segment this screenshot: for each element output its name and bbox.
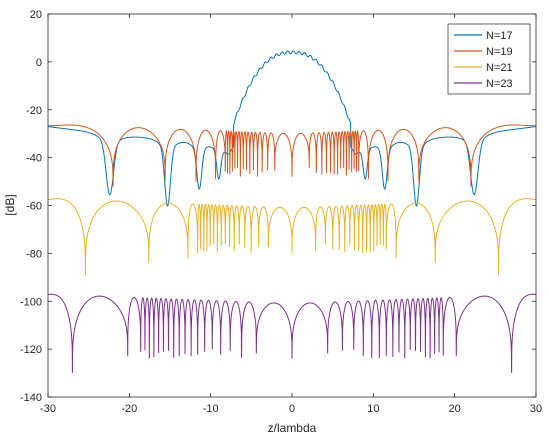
y-tick-label: -80 [26, 248, 42, 260]
legend: N=17 N=19 N=21 N=23 [448, 24, 530, 94]
x-tick-label: 30 [530, 403, 542, 415]
x-tick-label: 0 [289, 403, 295, 415]
x-tick-label: -20 [121, 403, 137, 415]
x-tick-label: -10 [203, 403, 219, 415]
y-tick-label: -60 [26, 201, 42, 213]
y-tick-label: -20 [26, 105, 42, 117]
legend-label: N=23 [486, 78, 513, 90]
x-tick-label: -30 [40, 403, 56, 415]
y-tick-label: -40 [26, 153, 42, 165]
x-axis-label: z/lambda [268, 421, 317, 435]
y-tick-label: -140 [20, 392, 42, 404]
legend-label: N=19 [486, 46, 513, 58]
x-tick-label: 10 [367, 403, 379, 415]
y-tick-label: -120 [20, 344, 42, 356]
y-axis-label: [dB] [3, 194, 17, 215]
y-tick-label: 20 [30, 9, 42, 21]
y-tick-label: 0 [36, 57, 42, 69]
x-tick-label: 20 [449, 403, 461, 415]
legend-label: N=21 [486, 62, 513, 74]
legend-label: N=17 [486, 30, 513, 42]
y-tick-label: -100 [20, 296, 42, 308]
